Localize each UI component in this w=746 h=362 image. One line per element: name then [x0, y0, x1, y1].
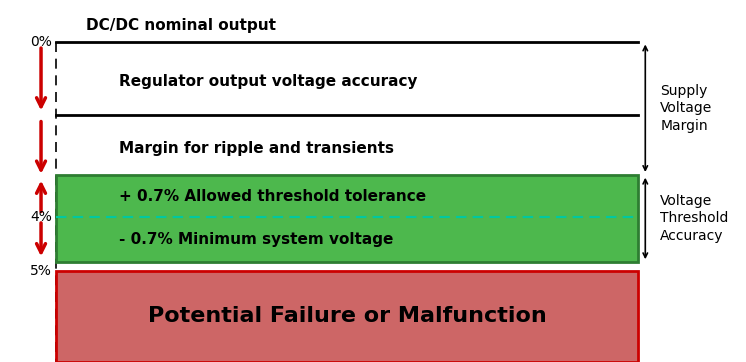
Text: 5%: 5% [31, 264, 52, 278]
Text: 4%: 4% [31, 210, 52, 224]
Text: Supply
Voltage
Margin: Supply Voltage Margin [660, 84, 712, 132]
Bar [56, 175, 638, 262]
Bar [56, 271, 638, 362]
Text: 0%: 0% [31, 35, 52, 49]
Text: DC/DC nominal output: DC/DC nominal output [86, 18, 276, 33]
Text: Potential Failure or Malfunction: Potential Failure or Malfunction [148, 306, 546, 327]
Text: Regulator output voltage accuracy: Regulator output voltage accuracy [119, 75, 418, 89]
Text: - 0.7% Minimum system voltage: - 0.7% Minimum system voltage [119, 232, 394, 247]
Text: Voltage
Threshold
Accuracy: Voltage Threshold Accuracy [660, 194, 729, 243]
Text: + 0.7% Allowed threshold tolerance: + 0.7% Allowed threshold tolerance [119, 189, 427, 203]
Text: Margin for ripple and transients: Margin for ripple and transients [119, 141, 395, 156]
